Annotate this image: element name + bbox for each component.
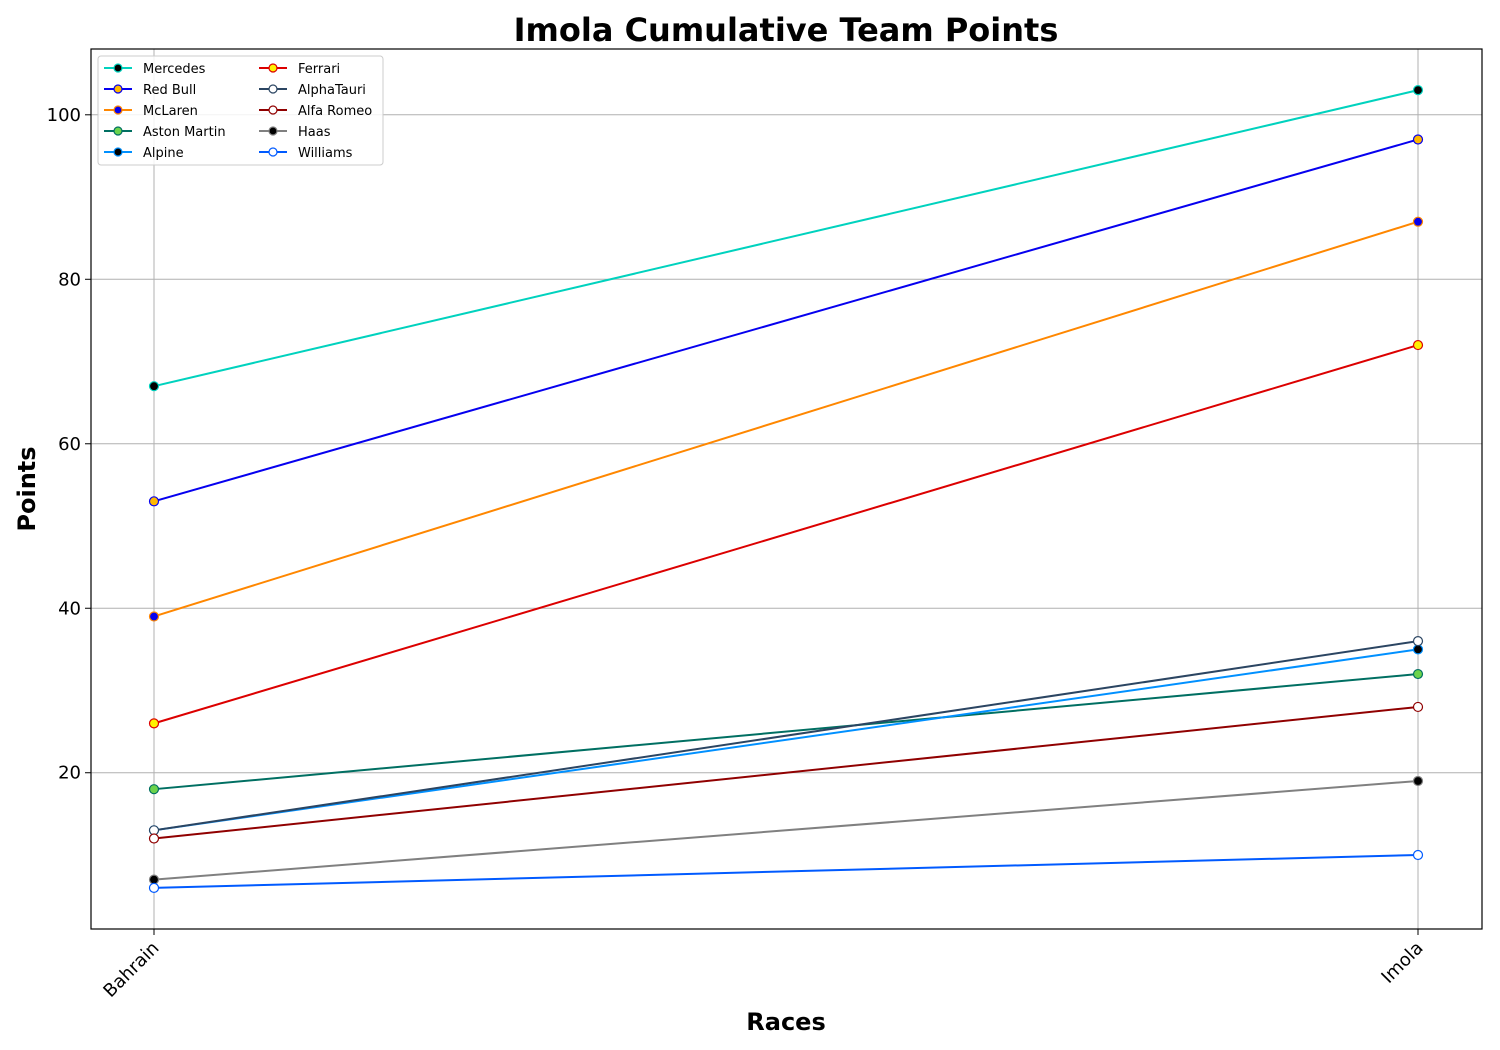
series-mclaren [148,216,1424,622]
series-alpine [148,644,1424,836]
legend: Mercedes Red Bull McLaren Aston Martin Alpin… [97,55,384,166]
legend-item: Aston Martin [104,125,226,140]
series-williams [148,849,1424,893]
series-line-haas [153,779,1419,881]
legend-marker [268,84,278,94]
y-tick-label: 20 [58,763,81,784]
y-tick-label: 100 [47,105,81,126]
series-line-aston-martin [153,673,1419,791]
legend-label: AlphaTauri [298,83,366,98]
legend-item: Alfa Romeo [259,104,372,119]
data-point-aston-martin [148,784,160,795]
data-point-red-bull [148,496,160,507]
legend-marker [113,63,123,73]
y-tick-label: 60 [58,434,81,455]
series-red-bull [148,134,1424,507]
series-line-mclaren [153,220,1419,618]
legend-item: Red Bull [104,83,196,98]
legend-label: Mercedes [143,62,206,77]
series-line-alphatauri [153,640,1419,832]
legend-item: Williams [259,146,353,161]
series-mercedes [148,85,1424,392]
data-point-alphatauri [1412,636,1424,647]
data-point-haas [1412,775,1424,787]
legend-item: Mercedes [104,62,206,77]
legend-item: AlphaTauri [259,83,366,98]
data-point-ferrari [1412,339,1424,351]
legend-label: Alfa Romeo [298,104,372,119]
series-line-williams [153,853,1419,889]
series-line-mercedes [153,89,1419,388]
series-alfa-romeo [148,701,1424,844]
y-tick-label: 80 [58,269,81,290]
data-point-williams [1412,849,1424,861]
legend-label: McLaren [143,104,198,119]
legend-label: Ferrari [298,62,340,77]
plot-frame [90,48,1483,930]
legend-label: Haas [298,125,331,140]
legend-box [97,55,384,166]
series-line-ferrari [153,344,1419,725]
series-lines [148,85,1424,893]
series-aston-martin [148,668,1424,795]
series-ferrari [148,339,1424,729]
data-point-ferrari [148,718,160,729]
data-point-red-bull [1412,134,1424,145]
legend-marker [113,126,123,136]
legend-item: Alpine [104,146,184,161]
data-point-mclaren [1412,216,1424,227]
y-tick-label: 40 [58,598,81,619]
series-line-alpine [153,648,1419,832]
legend-marker [113,147,123,157]
legend-item: Ferrari [259,62,340,77]
legend-marker [268,105,278,115]
data-point-alfa-romeo [148,833,160,844]
y-axis-label: Points [13,446,41,531]
y-axis-ticks: 20 40 60 80 100 [47,105,91,784]
series-line-alfa-romeo [153,705,1419,840]
legend-marker [268,63,278,73]
x-tick-label: Bahrain [99,938,163,1002]
legend-marker [268,126,278,136]
legend-marker [268,147,278,157]
legend-item: Haas [259,125,331,140]
data-point-williams [148,882,160,893]
legend-label: Red Bull [143,83,196,98]
data-point-mclaren [148,611,160,622]
data-point-aston-martin [1412,668,1424,680]
series-haas [148,775,1424,885]
legend-marker [113,105,123,115]
legend-item: McLaren [104,104,198,119]
x-axis-label: Races [746,1008,825,1036]
legend-label: Aston Martin [143,125,226,140]
series-line-red-bull [153,138,1419,503]
chart-title: Imola Cumulative Team Points [514,11,1059,49]
data-point-mercedes [148,381,160,392]
series-alphatauri [148,636,1424,836]
legend-label: Alpine [143,146,184,161]
x-axis-ticks: Bahrain Imola [99,929,1428,1002]
data-point-alfa-romeo [1412,701,1424,713]
legend-marker [113,84,123,94]
x-tick-label: Imola [1377,938,1427,988]
legend-label: Williams [298,146,353,161]
data-point-mercedes [1412,85,1424,96]
